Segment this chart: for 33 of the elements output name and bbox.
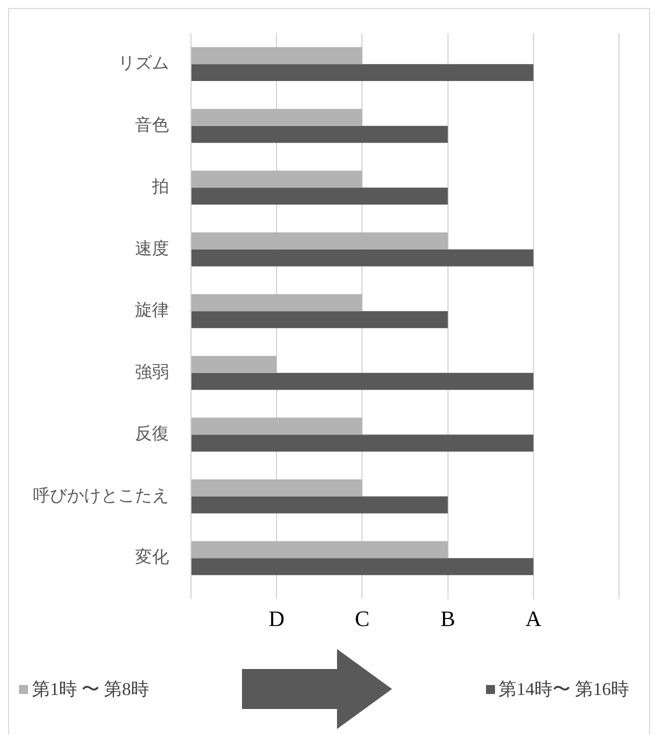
bar: [192, 356, 277, 373]
bar: [192, 188, 448, 205]
bar: [192, 496, 448, 514]
text: C: [354, 606, 370, 631]
text: B: [440, 606, 456, 631]
bar: [192, 249, 534, 266]
y-tick-label: 呼びかけとこたえ: [33, 486, 169, 505]
text: D: [268, 606, 285, 631]
y-tick-label: 反復: [135, 424, 169, 444]
bar: [192, 232, 448, 250]
bar: [192, 64, 534, 82]
y-tick-label: 拍: [151, 177, 169, 196]
y-tick-label: 速度: [135, 238, 169, 258]
bar: [192, 47, 362, 64]
y-tick-label: リズム: [118, 54, 169, 73]
bar: [192, 170, 362, 188]
bar: [192, 311, 448, 328]
bar: [192, 372, 534, 390]
bar: [192, 434, 534, 452]
text: A: [525, 606, 542, 631]
bar: [192, 541, 448, 558]
y-tick-label: 旋律: [135, 300, 169, 320]
bar: [192, 558, 534, 576]
y-tick-label: 変化: [135, 548, 169, 567]
y-tick-label: 強弱: [135, 362, 169, 382]
y-tick-label: 音色: [135, 115, 169, 134]
legend-label: 第14時〜 第16時: [498, 678, 629, 701]
legend-label: 第1時 〜 第8時: [32, 678, 149, 701]
bar: [192, 294, 362, 312]
bar: [192, 126, 448, 143]
bar: [192, 479, 362, 496]
bar: [192, 108, 362, 126]
bar: [192, 418, 362, 435]
